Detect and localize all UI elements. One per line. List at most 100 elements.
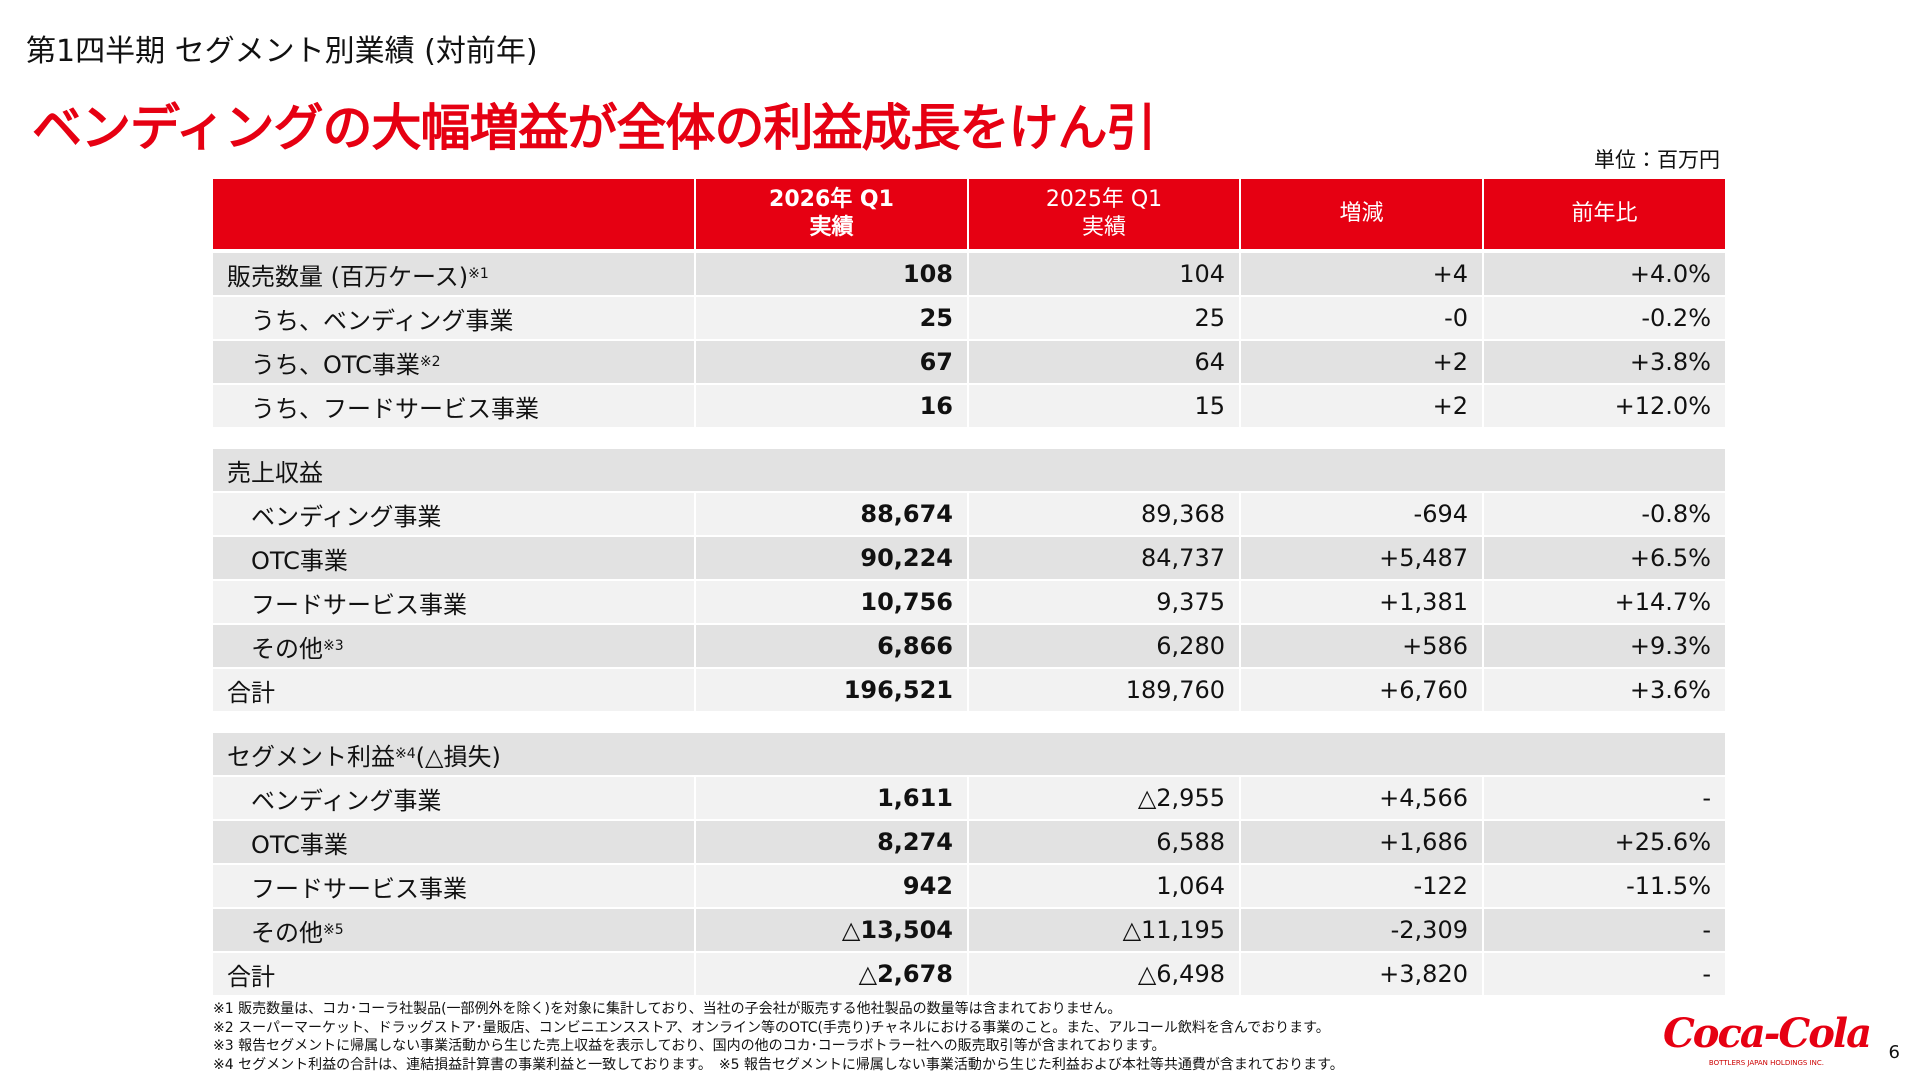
- header-text: 実績: [1081, 215, 1126, 240]
- cell-value: -122: [1413, 872, 1468, 900]
- cell-value: 25: [1194, 304, 1225, 332]
- value-cell: -0: [1241, 297, 1482, 339]
- value-cell: 942: [696, 865, 967, 907]
- row-label: フードサービス事業: [251, 874, 467, 903]
- row-label: その他: [251, 634, 323, 663]
- value-cell: +25.6%: [1484, 821, 1725, 863]
- cell-value: △13,504: [841, 916, 953, 944]
- row-label-cell: うち、ベンディング事業: [213, 297, 694, 339]
- cell-value: 15: [1194, 392, 1225, 420]
- header-cell: 増減: [1241, 179, 1482, 249]
- value-cell: +4: [1241, 253, 1482, 295]
- title: ベンディングの大幅増益が全体の利益成長をけん引: [32, 99, 1156, 157]
- cell-value: +4,566: [1379, 784, 1468, 812]
- value-cell: -11.5%: [1484, 865, 1725, 907]
- cell-value: 942: [902, 872, 953, 900]
- cell-value: -0.8%: [1641, 500, 1711, 528]
- cell-value: +6,760: [1379, 676, 1468, 704]
- row-label: うち、OTC事業: [251, 350, 420, 379]
- footnote: ※4 セグメント利益の合計は、連結損益計算書の事業利益と一致しております。 ※5…: [213, 1056, 1344, 1073]
- row-label: うち、ベンディング事業: [251, 306, 514, 335]
- value-cell: 6,866: [696, 625, 967, 667]
- cell-value: -11.5%: [1626, 872, 1711, 900]
- cell-value: +2: [1432, 348, 1468, 376]
- cell-value: -: [1702, 784, 1711, 812]
- logo-company: BOTTLERS JAPAN HOLDINGS INC.: [1708, 1059, 1825, 1067]
- value-cell: 89,368: [969, 493, 1239, 535]
- row-label: ベンディング事業: [251, 502, 442, 531]
- cell-value: △2,955: [1137, 784, 1225, 812]
- header-cell: 前年比: [1484, 179, 1725, 249]
- row-label-cell: ベンディング事業: [213, 493, 694, 535]
- value-cell: 6,588: [969, 821, 1239, 863]
- value-cell: -694: [1241, 493, 1482, 535]
- value-cell: +4,566: [1241, 777, 1482, 819]
- label-suffix: (△損失): [415, 742, 501, 771]
- header-text: 2026年 Q1: [769, 187, 894, 212]
- cell-value: -0.2%: [1641, 304, 1711, 332]
- footnote: ※2 スーパーマーケット、ドラッグストア･量販店、コンビニエンスストア、オンライ…: [213, 1019, 1330, 1036]
- cell-value: +3.6%: [1629, 676, 1711, 704]
- value-cell: 16: [696, 385, 967, 427]
- header-text: 前年比: [1571, 201, 1638, 226]
- cell-value: 67: [919, 348, 953, 376]
- value-cell: -: [1484, 953, 1725, 995]
- cell-value: 1,064: [1156, 872, 1225, 900]
- footnote: ※3 報告セグメントに帰属しない事業活動から生じた売上収益を表示しており、国内の…: [213, 1038, 1166, 1054]
- row-label: その他: [251, 918, 323, 947]
- value-cell: +3.6%: [1484, 669, 1725, 711]
- row-label: うち、フードサービス事業: [251, 394, 539, 423]
- cell-value: +1,381: [1379, 588, 1468, 616]
- cell-value: +3,820: [1379, 960, 1468, 988]
- value-cell: △2,955: [969, 777, 1239, 819]
- value-cell: 67: [696, 341, 967, 383]
- cell-value: 189,760: [1125, 676, 1225, 704]
- cell-value: +586: [1402, 632, 1468, 660]
- cell-value: -: [1702, 916, 1711, 944]
- value-cell: 196,521: [696, 669, 967, 711]
- row-label-cell: OTC事業: [213, 537, 694, 579]
- value-cell: +2: [1241, 341, 1482, 383]
- value-cell: +9.3%: [1484, 625, 1725, 667]
- value-cell: 25: [696, 297, 967, 339]
- cell-value: +9.3%: [1629, 632, 1711, 660]
- value-cell: +6,760: [1241, 669, 1482, 711]
- footnote: ※1 販売数量は、コカ･コーラ社製品(一部例外を除く)を対象に集計しており、当社…: [213, 1001, 1122, 1017]
- row-label: セグメント利益: [227, 742, 395, 771]
- value-cell: 189,760: [969, 669, 1239, 711]
- value-cell: +2: [1241, 385, 1482, 427]
- value-cell: -2,309: [1241, 909, 1482, 951]
- value-cell: +586: [1241, 625, 1482, 667]
- header-text: 増減: [1339, 201, 1384, 226]
- cell-value: 1,611: [877, 784, 953, 812]
- cell-value: +4: [1432, 260, 1468, 288]
- cell-value: -0: [1444, 304, 1468, 332]
- cell-value: +4.0%: [1629, 260, 1711, 288]
- header-text: 実績: [809, 215, 854, 240]
- value-cell: 25: [969, 297, 1239, 339]
- cell-value: +25.6%: [1614, 828, 1711, 856]
- cell-value: △2,678: [858, 960, 953, 988]
- value-cell: 10,756: [696, 581, 967, 623]
- row-label: 合計: [227, 678, 275, 707]
- value-cell: 1,064: [969, 865, 1239, 907]
- value-cell: 84,737: [969, 537, 1239, 579]
- row-label-cell: うち、OTC事業 ※2: [213, 341, 694, 383]
- cell-value: 64: [1194, 348, 1225, 376]
- value-cell: +1,686: [1241, 821, 1482, 863]
- value-cell: -: [1484, 777, 1725, 819]
- cell-value: 90,224: [860, 544, 953, 572]
- footnotes: ※1 販売数量は、コカ･コーラ社製品(一部例外を除く)を対象に集計しており、当社…: [213, 1000, 1344, 1074]
- value-cell: +5,487: [1241, 537, 1482, 579]
- value-cell: +3,820: [1241, 953, 1482, 995]
- row-label-cell: 合計: [213, 669, 694, 711]
- value-cell: 64: [969, 341, 1239, 383]
- cell-value: 108: [902, 260, 953, 288]
- section-heading: セグメント利益 ※4 (△損失): [213, 733, 1725, 775]
- row-label: 売上収益: [227, 458, 323, 487]
- cell-value: △6,498: [1137, 960, 1225, 988]
- row-label: 販売数量 (百万ケース): [227, 262, 469, 291]
- cell-value: 104: [1179, 260, 1225, 288]
- value-cell: +1,381: [1241, 581, 1482, 623]
- cell-value: +1,686: [1379, 828, 1468, 856]
